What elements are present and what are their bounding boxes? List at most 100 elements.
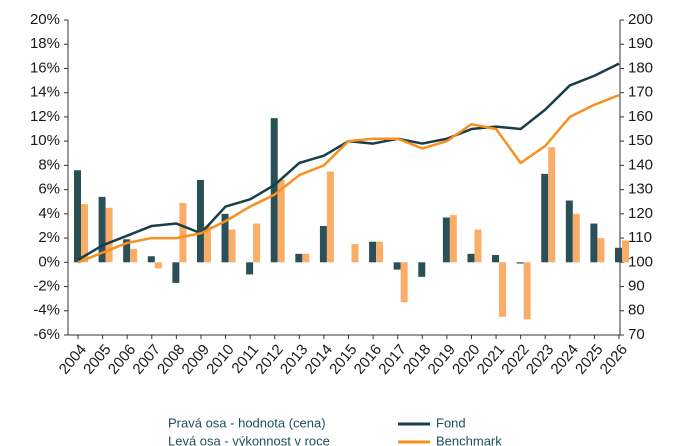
x-tick-label: 2017 <box>375 341 409 377</box>
bar <box>565 200 573 263</box>
bar <box>123 239 131 263</box>
y2-tick-label: 80 <box>628 302 645 319</box>
y-tick-label: -2% <box>33 278 60 295</box>
x-tick-label: 2026 <box>597 341 631 377</box>
y2-tick-label: 180 <box>628 59 653 76</box>
bar <box>147 256 155 263</box>
bar <box>221 213 229 263</box>
bar <box>179 202 187 263</box>
bar <box>203 225 211 263</box>
bar <box>253 223 261 263</box>
y2-tick-label: 200 <box>628 11 653 28</box>
bar <box>130 248 138 263</box>
y2-axis-label: Pravá osa - hodnota (cena) <box>168 415 326 430</box>
x-tick-label: 2022 <box>498 341 532 377</box>
y2-tick-label: 150 <box>628 132 653 149</box>
bar <box>154 262 162 269</box>
bar <box>499 262 507 317</box>
x-tick-label: 2023 <box>523 341 557 377</box>
bar <box>590 223 598 263</box>
y-tick-label: -6% <box>33 326 60 343</box>
bar <box>541 173 549 263</box>
y-tick-label: 6% <box>38 181 60 198</box>
y-tick-label: 12% <box>30 108 60 125</box>
x-tick-label: 2015 <box>326 341 360 377</box>
bar <box>615 247 622 263</box>
bar <box>572 213 580 263</box>
x-tick-label: 2005 <box>80 341 114 377</box>
bar <box>523 262 531 320</box>
y-tick-label: -4% <box>33 302 60 319</box>
bar <box>228 229 236 263</box>
bar <box>319 225 327 263</box>
bar <box>467 253 475 263</box>
y-tick-label: 18% <box>30 35 60 52</box>
x-tick-label: 2007 <box>129 341 163 377</box>
y2-tick-label: 90 <box>628 278 645 295</box>
x-tick-label: 2024 <box>547 341 581 377</box>
y2-tick-label: 130 <box>628 181 653 198</box>
bar <box>74 170 81 263</box>
y-tick-label: 20% <box>30 11 60 28</box>
y-tick-label: 16% <box>30 59 60 76</box>
x-tick-label: 2012 <box>252 341 286 377</box>
y-tick-label: 14% <box>30 84 60 101</box>
line <box>77 93 620 264</box>
bar <box>369 241 377 263</box>
x-tick-label: 2019 <box>424 341 458 377</box>
x-tick-label: 2010 <box>203 341 237 377</box>
y-tick-label: 4% <box>38 205 60 222</box>
x-tick-label: 2016 <box>351 341 385 377</box>
bar <box>474 229 482 263</box>
y2-tick-label: 170 <box>628 84 653 101</box>
y2-tick-label: 190 <box>628 35 653 52</box>
bar <box>270 118 278 263</box>
x-tick-label: 2008 <box>154 341 188 377</box>
bar <box>418 262 426 277</box>
bar <box>376 241 384 263</box>
y-axis-label: Levá osa - výkonnost v roce <box>168 433 330 446</box>
bar <box>172 262 180 283</box>
y2-tick-label: 100 <box>628 253 653 270</box>
y2-tick-label: 70 <box>628 326 645 343</box>
x-tick-label: 2021 <box>474 341 508 377</box>
x-tick-label: 2020 <box>449 341 483 377</box>
legend-label: Fond <box>436 415 466 430</box>
y-tick-label: 2% <box>38 229 60 246</box>
bar <box>295 253 303 263</box>
bar <box>597 238 605 263</box>
bar <box>81 204 88 263</box>
bar <box>548 147 556 263</box>
y-tick-label: 8% <box>38 156 60 173</box>
x-tick-label: 2014 <box>302 341 336 377</box>
y2-tick-label: 160 <box>628 108 653 125</box>
line <box>77 62 620 261</box>
bar <box>196 179 204 263</box>
y2-tick-label: 110 <box>628 229 652 246</box>
x-tick-label: 2013 <box>277 341 311 377</box>
bar <box>98 196 106 263</box>
legend-label: Benchmark <box>436 433 502 446</box>
bar <box>400 262 408 303</box>
x-tick-label: 2009 <box>179 341 213 377</box>
bar <box>393 262 401 270</box>
bar <box>302 253 310 263</box>
bar <box>326 171 334 263</box>
bar <box>246 262 254 275</box>
bar <box>442 217 450 263</box>
bar <box>277 179 285 263</box>
x-tick-label: 2006 <box>105 341 139 377</box>
x-tick-label: 2018 <box>400 341 434 377</box>
y2-tick-label: 140 <box>628 156 653 173</box>
y-tick-label: 0% <box>38 253 60 270</box>
bar <box>622 240 629 263</box>
bar <box>516 262 524 264</box>
bar <box>449 215 457 263</box>
bar <box>492 255 500 263</box>
y2-tick-label: 120 <box>628 205 653 222</box>
bar <box>351 244 359 263</box>
x-tick-label: 2004 <box>56 341 90 377</box>
x-tick-label: 2025 <box>572 341 606 377</box>
bar <box>105 207 113 263</box>
